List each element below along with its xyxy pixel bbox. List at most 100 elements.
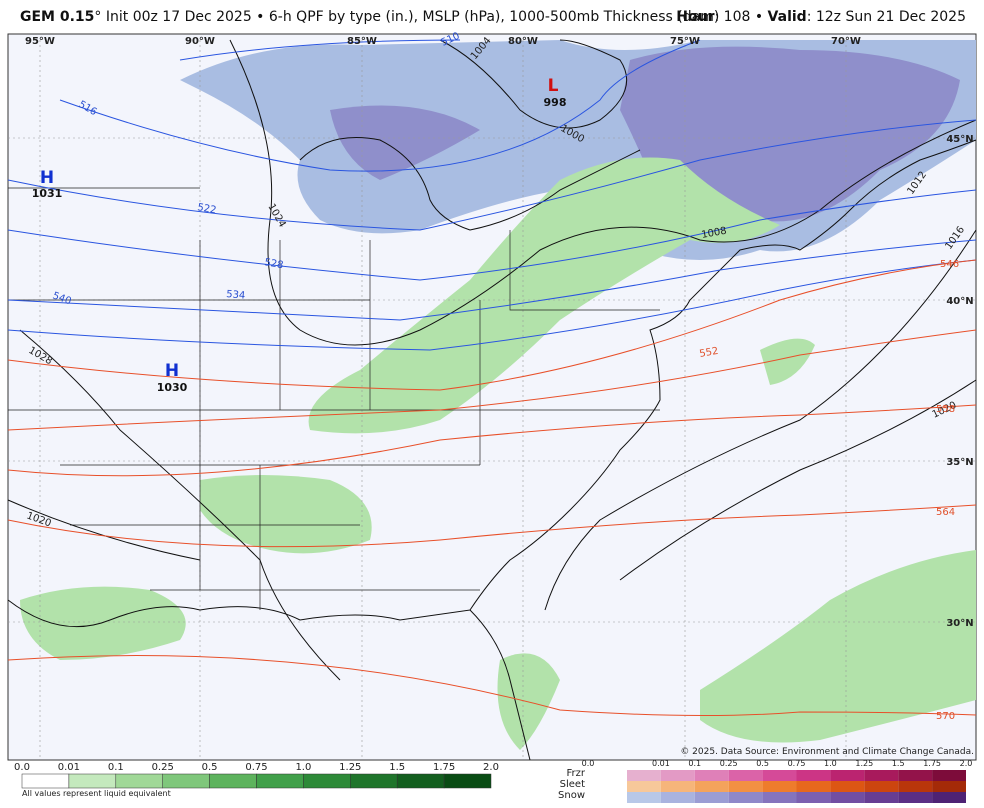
scale-label: 0.75 (245, 762, 267, 773)
type-swatch (627, 770, 661, 781)
type-swatch (694, 781, 729, 792)
rain-area (20, 586, 186, 660)
longitude-label: 70°W (831, 36, 861, 47)
longitude-label: 80°W (508, 36, 538, 47)
scale-swatch (303, 773, 351, 789)
scale-swatch (68, 773, 117, 789)
rain-area (308, 157, 780, 434)
thickness-line (7, 119, 977, 231)
great-lakes (299, 137, 641, 231)
rain-area (760, 338, 815, 385)
longitude-label: 85°W (347, 36, 377, 47)
valid-label: Valid (767, 9, 807, 25)
legend: All values represent liquid equivalent F… (14, 759, 972, 803)
type-swatch (762, 770, 797, 781)
scale-swatch (256, 773, 304, 789)
thickness-line (7, 259, 977, 351)
thickness-label: 570 (936, 711, 955, 722)
type-swatch (864, 781, 899, 792)
high-symbol: H (40, 168, 54, 188)
thickness-line (7, 404, 977, 477)
thickness-label: 534 (226, 289, 246, 302)
state-borders (8, 187, 660, 610)
type-swatch (728, 781, 763, 792)
type-swatch (728, 770, 763, 781)
type-swatch (864, 792, 899, 803)
isobar (439, 39, 628, 129)
thickness-label: 558 (936, 404, 955, 415)
thickness-label: 546 (940, 259, 959, 270)
scale-swatch (21, 773, 70, 789)
type-swatch (898, 792, 933, 803)
graticule (8, 40, 976, 760)
isobar (229, 39, 977, 346)
type-label: Sleet (560, 779, 585, 790)
scale-label: 2.0 (483, 762, 499, 773)
type-swatch (932, 792, 966, 803)
type-swatch (694, 792, 729, 803)
type-swatch (627, 792, 661, 803)
scale-label: 0.5 (202, 762, 218, 773)
scale-swatch (350, 773, 398, 789)
scale-swatch (209, 773, 257, 789)
rain-area (200, 475, 372, 554)
rain-area (700, 550, 976, 743)
type-swatch (796, 770, 831, 781)
type-swatch (898, 770, 933, 781)
geography (7, 137, 977, 761)
longitude-label: 75°W (670, 36, 700, 47)
scale-label: 0.0 (582, 759, 595, 768)
scale-label: 0.75 (788, 759, 806, 768)
heavy-snow-area (330, 105, 480, 180)
thickness-label: 552 (699, 346, 720, 360)
type-swatch (830, 781, 865, 792)
thickness-label: 564 (936, 507, 955, 518)
precip (20, 40, 976, 750)
header-left: GEM 0.15° Init 00z 17 Dec 2025 • 6-h QPF… (20, 0, 719, 34)
isobar-label: 1008 (701, 226, 728, 241)
type-label: Snow (558, 790, 585, 801)
high-symbol: H (165, 361, 179, 381)
isobars (7, 39, 977, 681)
east-coast (469, 139, 977, 611)
type-swatch (796, 792, 831, 803)
scale-label: 0.0 (14, 762, 30, 773)
type-swatch (762, 781, 797, 792)
latitude-label: 45°N (946, 134, 973, 145)
scale-label: 0.1 (108, 762, 124, 773)
scale-label: 0.25 (720, 759, 738, 768)
longitude-label: 95°W (25, 36, 55, 47)
isobar (19, 329, 341, 681)
scale-swatch (162, 773, 210, 789)
thickness-line (7, 189, 977, 281)
thickness-line (7, 239, 977, 321)
scale-label: 1.0 (824, 759, 837, 768)
scale-swatch (396, 773, 445, 789)
type-swatch (932, 770, 966, 781)
thickness-line (179, 39, 461, 61)
valid-value: : 12z Sun 21 Dec 2025 (806, 9, 966, 25)
header-right: Hour: 108 • Valid: 12z Sun 21 Dec 2025 (676, 0, 966, 34)
high-pressure: 1030 (157, 381, 188, 394)
thickness-line (7, 655, 977, 717)
type-swatch (660, 792, 695, 803)
type-swatch (864, 770, 899, 781)
isobar (619, 379, 977, 581)
scale-label: 0.25 (152, 762, 174, 773)
type-swatch (694, 770, 729, 781)
scale-label: 1.25 (339, 762, 361, 773)
isobar (7, 499, 201, 561)
type-swatch (830, 770, 865, 781)
scale-label: 1.5 (389, 762, 405, 773)
legend-note: All values represent liquid equivalent (22, 789, 171, 798)
run-details: ° Init 00z 17 Dec 2025 • 6-h QPF by type… (94, 9, 720, 25)
thickness-line (7, 329, 977, 431)
thickness-lines (7, 39, 977, 717)
scale-label: 1.75 (923, 759, 941, 768)
type-swatch (762, 792, 797, 803)
scale-label: 1.0 (295, 762, 311, 773)
type-swatch (932, 781, 966, 792)
scale-swatch (115, 773, 163, 789)
thickness-line (7, 504, 977, 548)
latitude-label: 30°N (946, 618, 973, 629)
